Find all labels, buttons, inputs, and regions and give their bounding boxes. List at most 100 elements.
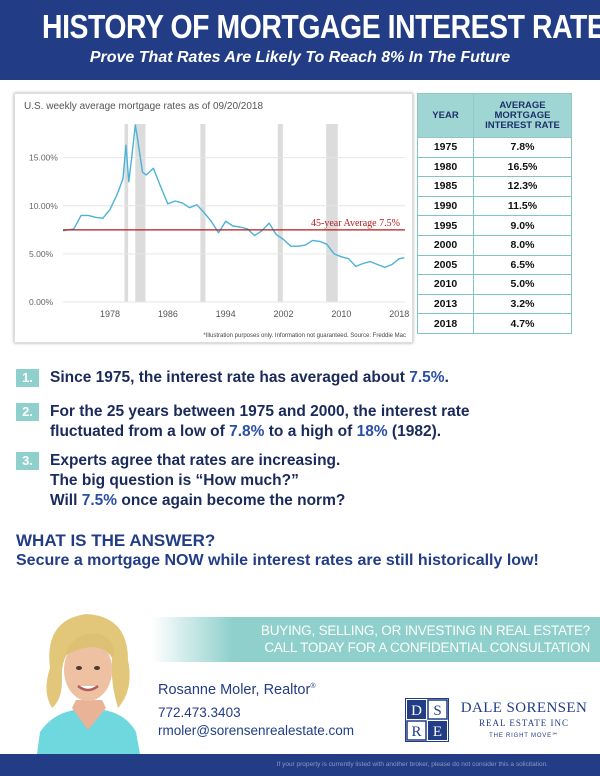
shaded-period <box>135 124 146 302</box>
point-2: 2. For the 25 years between 1975 and 200… <box>16 402 586 442</box>
rate-cell: 9.0% <box>473 215 572 236</box>
y-tick-label: 0.00% <box>29 297 54 307</box>
logo-letter: E <box>433 724 442 740</box>
year-cell: 2010 <box>417 274 474 295</box>
agent-name-text: Rosanne Moler, Realtor <box>158 682 311 698</box>
rate-table: YEAR AVERAGE MORTGAGE INTEREST RATE 1975… <box>417 93 572 334</box>
point-number: 3. <box>16 452 39 470</box>
year-cell: 2000 <box>417 234 474 256</box>
logo-letter: S <box>433 703 441 719</box>
rate-cell: 4.7% <box>473 313 572 334</box>
point-3: 3. Experts agree that rates are increasi… <box>16 451 586 511</box>
point-text: For the 25 years between 1975 and 2000, … <box>50 403 470 420</box>
y-tick-label: 15.00% <box>29 153 58 163</box>
year-cell: 2018 <box>417 313 474 334</box>
col-rate-header: AVERAGE MORTGAGE INTEREST RATE <box>473 93 572 138</box>
col-rate-header-line: INTEREST RATE <box>485 119 560 131</box>
page-subtitle: Prove That Rates Are Likely To Reach 8% … <box>89 49 511 66</box>
page-title: HISTORY OF MORTGAGE INTEREST RATES <box>42 8 600 45</box>
agent-email[interactable]: rmoler@sorensenrealestate.com <box>158 723 355 738</box>
table-row: 2018 4.7% <box>417 313 572 334</box>
company-logo-icon: D S R E <box>405 698 449 742</box>
chart-svg: 0.00% 5.00% 10.00% 15.00% 1978 1986 1994 2002 20… <box>29 124 409 319</box>
col-rate-header-line: MORTGAGE <box>494 109 551 121</box>
shaded-period <box>326 124 338 302</box>
year-cell: 1980 <box>417 156 474 178</box>
company-name-sub: REAL ESTATE INC <box>479 718 569 728</box>
point-text: to a high of <box>264 423 357 440</box>
table-row: 2005 6.5% <box>417 254 572 276</box>
table-row: 2000 8.0% <box>417 234 572 256</box>
logo-letter: D <box>411 703 422 719</box>
col-rate-header-line: AVERAGE <box>499 99 546 111</box>
cta-line-1: BUYING, SELLING, OR INVESTING IN REAL ES… <box>260 623 590 638</box>
rate-chart: U.S. weekly average mortgage rates as of… <box>14 93 413 343</box>
chart-title: U.S. weekly average mortgage rates as of… <box>24 101 264 112</box>
point-text: fluctuated from a low of <box>50 423 230 440</box>
point-text: (1982). <box>387 423 442 440</box>
footer-disclaimer: If your property is currently listed wit… <box>0 754 600 776</box>
rate-cell: 5.0% <box>473 274 572 295</box>
highlight-value: 7.5% <box>409 369 445 386</box>
x-tick-label: 1986 <box>158 309 178 319</box>
x-tick-label: 1978 <box>100 309 120 319</box>
point-1: 1. Since 1975, the interest rate has ave… <box>16 368 586 388</box>
year-cell: 1995 <box>417 215 474 236</box>
chart-disclaimer: *Illustration purposes only. Information… <box>203 333 406 339</box>
x-tick-label: 2018 <box>389 309 409 319</box>
table-header-row: YEAR AVERAGE MORTGAGE INTEREST RATE <box>417 93 572 138</box>
header-banner: HISTORY OF MORTGAGE INTEREST RATES Prove… <box>0 0 600 80</box>
rate-series-line <box>62 124 405 269</box>
table-row: 1980 16.5% <box>417 156 572 178</box>
x-tick-label: 2002 <box>274 309 294 319</box>
y-tick-label: 10.00% <box>29 201 58 211</box>
rate-cell: 8.0% <box>473 234 572 256</box>
point-text: Experts agree that rates are increasing. <box>50 452 341 469</box>
answer-subheading: Secure a mortgage NOW while interest rat… <box>16 552 539 569</box>
point-text: Since 1975, the interest rate has averag… <box>50 369 410 386</box>
rate-cell: 6.5% <box>473 254 572 276</box>
highlight-value: 7.8% <box>229 423 265 440</box>
company-logo-text: DALE SORENSEN REAL ESTATE INC THE RIGHT … <box>454 700 594 739</box>
shaded-period <box>200 124 206 302</box>
shaded-period <box>277 124 283 302</box>
answer-heading: WHAT IS THE ANSWER? <box>16 531 216 550</box>
y-tick-label: 5.00% <box>29 249 54 259</box>
point-text: . <box>444 369 449 386</box>
rate-cell: 3.2% <box>473 293 572 315</box>
year-cell: 2013 <box>417 293 474 315</box>
registered-mark: ® <box>310 683 316 691</box>
rate-cell: 12.3% <box>473 176 572 197</box>
table-row: 1985 12.3% <box>417 176 572 197</box>
company-tagline: THE RIGHT MOVE℠ <box>489 733 559 739</box>
x-tick-label: 1994 <box>216 309 236 319</box>
table-row: 1975 7.8% <box>417 137 572 158</box>
table-row: 2010 5.0% <box>417 274 572 295</box>
x-tick-label: 2010 <box>331 309 351 319</box>
logo-letter: R <box>411 724 421 740</box>
cta-banner: BUYING, SELLING, OR INVESTING IN REAL ES… <box>152 617 600 662</box>
rate-cell: 11.5% <box>473 195 572 217</box>
point-text: once again become the norm? <box>117 492 346 509</box>
key-points: 1. Since 1975, the interest rate has ave… <box>16 368 586 511</box>
point-number: 1. <box>16 369 39 387</box>
cta-line-2: CALL TODAY FOR A CONFIDENTIAL CONSULTATI… <box>264 640 590 655</box>
point-number: 2. <box>16 403 39 421</box>
year-cell: 1975 <box>417 137 474 158</box>
point-text: The big question is “How much?” <box>50 472 299 489</box>
agent-name: Rosanne Moler, Realtor® <box>158 682 354 698</box>
table-row: 2013 3.2% <box>417 293 572 315</box>
year-cell: 1985 <box>417 176 474 197</box>
rate-cell: 7.8% <box>473 137 572 158</box>
point-text: Will <box>50 492 82 509</box>
agent-contact: Rosanne Moler, Realtor® 772.473.3403 rmo… <box>158 682 354 738</box>
shaded-period <box>124 124 129 302</box>
agent-phone[interactable]: 772.473.3403 <box>158 705 241 720</box>
agent-photo <box>30 604 148 776</box>
company-name: DALE SORENSEN <box>460 700 588 716</box>
highlight-value: 7.5% <box>81 492 118 509</box>
year-cell: 2005 <box>417 254 474 276</box>
table-row: 1990 11.5% <box>417 195 572 217</box>
highlight-value: 18% <box>356 423 388 440</box>
col-year-header: YEAR <box>417 93 474 138</box>
